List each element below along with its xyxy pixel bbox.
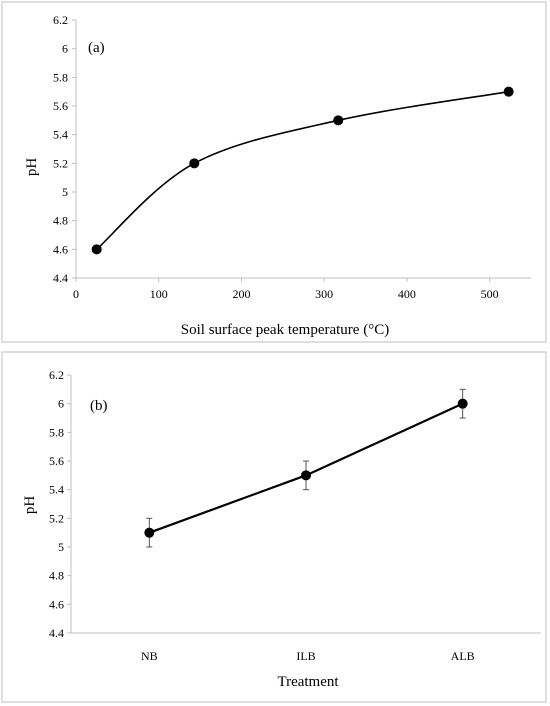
x-tick-label-a: 100 <box>150 287 168 301</box>
panel-label-a: (a) <box>88 40 105 56</box>
x-axis-title-a: Soil surface peak temperature (°C) <box>181 322 389 338</box>
x-category-label-b: NB <box>141 649 158 663</box>
y-tick-label-a: 5.2 <box>53 156 68 170</box>
y-tick-label-b: 5.2 <box>49 511 64 525</box>
data-point-b <box>144 527 155 538</box>
y-tick-label-b: 6 <box>58 397 64 411</box>
x-tick-label-a: 0 <box>73 287 79 301</box>
y-tick-label-b: 4.8 <box>49 569 64 583</box>
data-point-a <box>333 115 344 126</box>
y-tick-label-b: 5.4 <box>49 483 64 497</box>
chart-panel-a: (a) pH Soil surface peak temperature (°C… <box>1 1 547 343</box>
chart-frame-b <box>1 351 547 703</box>
plot-area-a: 4.4 4.6 4.8 5 5.2 5.4 5.6 5.8 6 6.2 0 100 200 300 400 5… <box>53 13 531 301</box>
data-point-a <box>91 244 102 255</box>
y-axis-title-a: pH <box>24 158 40 177</box>
chart-panel-b: (b) pH Treatment 4.4 4.6 4.8 5 5.2 5.4 5.6 5.8 6… <box>1 351 547 703</box>
data-point-a <box>189 158 200 169</box>
y-tick-label-b: 6.2 <box>49 368 64 382</box>
y-tick-label-a: 5.6 <box>53 99 68 113</box>
x-category-label-b: ALB <box>451 649 475 663</box>
y-tick-label-a: 6.2 <box>53 13 68 27</box>
y-tick-label-b: 4.6 <box>49 597 64 611</box>
x-axis-title-b: Treatment <box>277 674 339 690</box>
series-line-a <box>96 90 509 250</box>
y-axis-title-b: pH <box>22 496 38 515</box>
data-point-b <box>301 470 311 481</box>
y-tick-label-a: 5 <box>62 185 68 199</box>
plot-area-b: 4.4 4.6 4.8 5 5.2 5.4 5.6 5.8 6 6.2 NB ILB ALB <box>49 368 541 663</box>
y-tick-label-b: 5.6 <box>49 454 64 468</box>
y-tick-label-a: 6 <box>62 42 68 56</box>
y-tick-label-a: 4.8 <box>53 214 68 228</box>
chart-frame-a <box>1 1 547 343</box>
y-tick-label-a: 4.6 <box>53 242 68 256</box>
data-point-a <box>503 86 514 97</box>
x-tick-label-a: 200 <box>232 287 250 301</box>
panel-label-b: (b) <box>90 398 108 414</box>
x-tick-label-a: 300 <box>315 287 333 301</box>
x-category-label-b: ILB <box>296 649 315 663</box>
y-tick-label-a: 5.8 <box>53 70 68 84</box>
data-point-b <box>457 398 468 409</box>
y-tick-label-b: 5 <box>58 540 64 554</box>
y-tick-label-a: 5.4 <box>53 128 68 142</box>
x-tick-label-a: 400 <box>398 287 416 301</box>
y-tick-label-b: 5.8 <box>49 425 64 439</box>
y-tick-label-b: 4.4 <box>49 626 64 640</box>
y-tick-label-a: 4.4 <box>53 271 68 285</box>
x-tick-label-a: 500 <box>481 287 499 301</box>
